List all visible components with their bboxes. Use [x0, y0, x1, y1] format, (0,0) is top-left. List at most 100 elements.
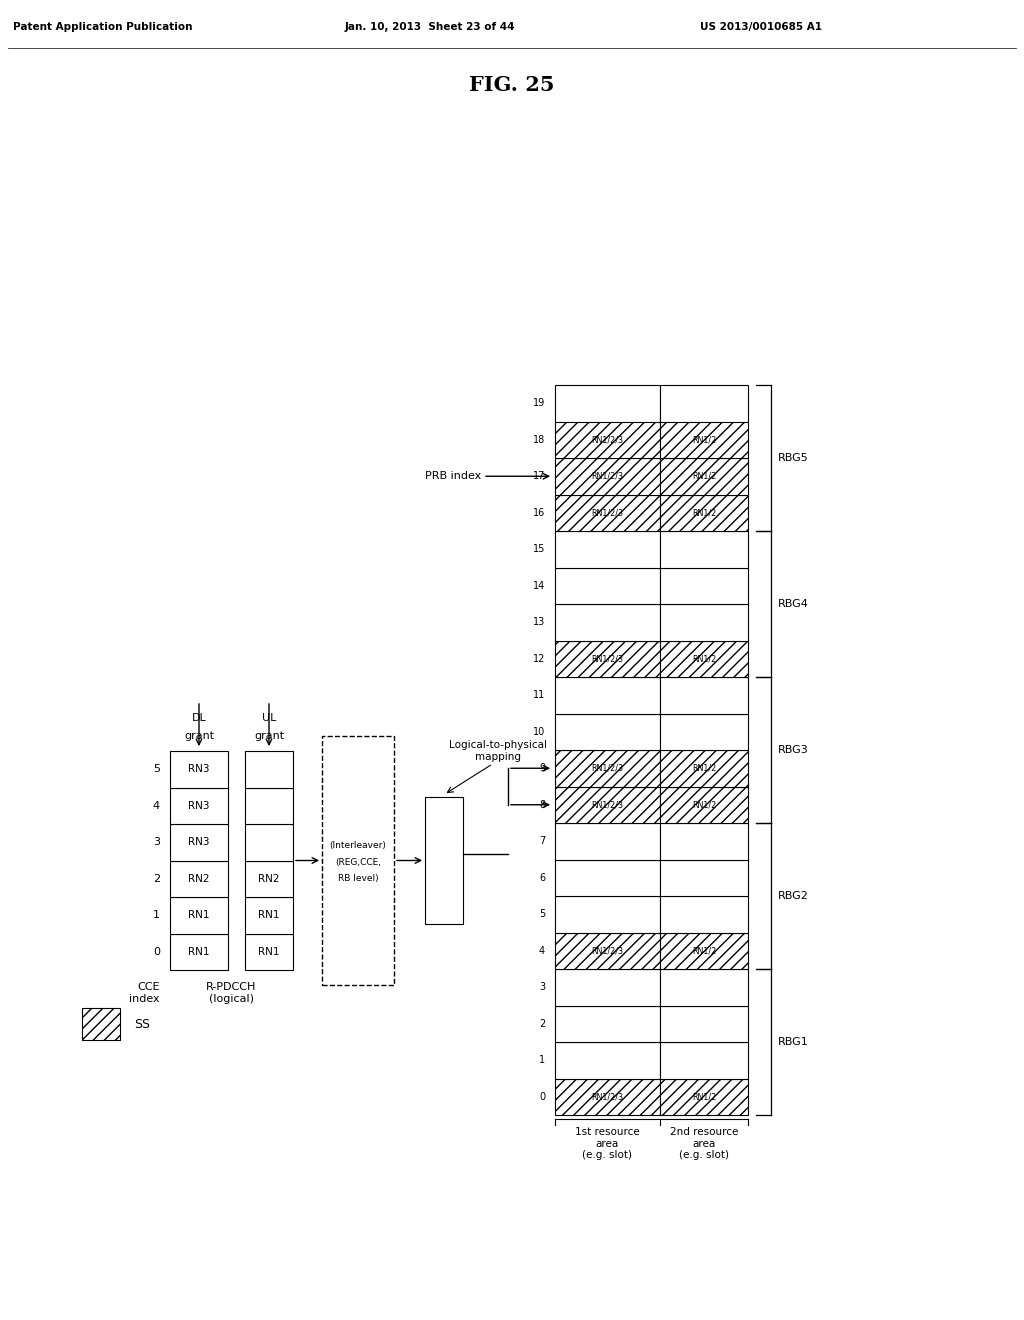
Text: 18: 18: [532, 434, 545, 445]
Text: RN3: RN3: [188, 837, 210, 847]
Text: FIG. 25: FIG. 25: [469, 75, 555, 95]
Bar: [245, 751, 293, 788]
Text: Patent Application Publication: Patent Application Publication: [13, 22, 193, 32]
Text: RBG5: RBG5: [778, 453, 809, 463]
Bar: [555, 605, 660, 640]
Text: 13: 13: [532, 618, 545, 627]
Text: Logical-to-physical
mapping: Logical-to-physical mapping: [449, 741, 547, 762]
Bar: [660, 1041, 748, 1078]
Bar: [555, 385, 660, 421]
Bar: [425, 797, 463, 924]
Bar: [555, 750, 660, 787]
Text: RB level): RB level): [338, 874, 378, 883]
Bar: [660, 1006, 748, 1041]
Text: 0: 0: [539, 1092, 545, 1102]
Text: RN1/2/3: RN1/2/3: [592, 436, 624, 445]
Text: Jan. 10, 2013  Sheet 23 of 44: Jan. 10, 2013 Sheet 23 of 44: [345, 22, 515, 32]
Text: RBG3: RBG3: [778, 744, 809, 755]
Text: 16: 16: [532, 508, 545, 517]
Text: RN1/2/3: RN1/2/3: [592, 471, 624, 480]
Bar: [555, 531, 660, 568]
Text: SS: SS: [134, 1018, 150, 1031]
Text: 4: 4: [153, 801, 160, 810]
Bar: [170, 898, 228, 933]
Text: 5: 5: [153, 764, 160, 775]
Text: grant: grant: [184, 731, 214, 741]
Text: 3: 3: [539, 982, 545, 993]
Bar: [322, 737, 394, 985]
Text: 2: 2: [153, 874, 160, 884]
Bar: [170, 861, 228, 898]
Bar: [245, 788, 293, 824]
Bar: [660, 896, 748, 932]
Bar: [555, 969, 660, 1006]
Text: RN3: RN3: [188, 801, 210, 810]
Bar: [660, 714, 748, 750]
Bar: [555, 677, 660, 714]
Bar: [170, 788, 228, 824]
Bar: [660, 969, 748, 1006]
Text: UL: UL: [262, 713, 276, 723]
Text: (Interleaver): (Interleaver): [330, 841, 386, 850]
Text: RN1/2/3: RN1/2/3: [592, 655, 624, 663]
Text: 5: 5: [539, 909, 545, 919]
Bar: [660, 787, 748, 822]
Bar: [555, 458, 660, 495]
Text: RN1: RN1: [258, 911, 280, 920]
Bar: [555, 495, 660, 531]
Text: 9: 9: [539, 763, 545, 774]
Text: DL: DL: [191, 713, 207, 723]
Text: 14: 14: [532, 581, 545, 591]
Bar: [170, 751, 228, 788]
Bar: [555, 932, 660, 969]
Text: grant: grant: [254, 731, 284, 741]
Text: 7: 7: [539, 837, 545, 846]
Bar: [82, 1008, 120, 1040]
Text: 1: 1: [153, 911, 160, 920]
Text: 6: 6: [539, 873, 545, 883]
Bar: [660, 385, 748, 421]
Bar: [555, 787, 660, 822]
Text: RN2: RN2: [188, 874, 210, 884]
Bar: [660, 677, 748, 714]
Bar: [555, 859, 660, 896]
Text: 15: 15: [532, 544, 545, 554]
Text: 2nd resource
area
(e.g. slot): 2nd resource area (e.g. slot): [670, 1127, 738, 1160]
Text: (REG,CCE,: (REG,CCE,: [335, 858, 381, 867]
Text: R-PDCCH
(logical): R-PDCCH (logical): [206, 982, 257, 1003]
Bar: [170, 824, 228, 861]
Text: 12: 12: [532, 653, 545, 664]
Text: 10: 10: [532, 727, 545, 737]
Text: RBG4: RBG4: [778, 599, 809, 609]
Text: 0: 0: [153, 946, 160, 957]
Bar: [660, 822, 748, 859]
Bar: [660, 495, 748, 531]
Bar: [245, 898, 293, 933]
Text: 1: 1: [539, 1055, 545, 1065]
Text: 8: 8: [539, 800, 545, 809]
Text: RN1/2: RN1/2: [692, 800, 716, 809]
Bar: [555, 822, 660, 859]
Text: 11: 11: [532, 690, 545, 700]
Bar: [555, 1078, 660, 1115]
Bar: [660, 458, 748, 495]
Text: 17: 17: [532, 471, 545, 482]
Text: RN1/2: RN1/2: [692, 946, 716, 956]
Text: 2: 2: [539, 1019, 545, 1028]
Text: RN1/2: RN1/2: [692, 471, 716, 480]
Bar: [245, 824, 293, 861]
Bar: [555, 714, 660, 750]
Text: CCE
index: CCE index: [129, 982, 160, 1003]
Text: RN1: RN1: [188, 911, 210, 920]
Bar: [170, 933, 228, 970]
Text: RN1/2: RN1/2: [692, 764, 716, 772]
Bar: [660, 750, 748, 787]
Bar: [660, 859, 748, 896]
Bar: [245, 933, 293, 970]
Bar: [660, 531, 748, 568]
Text: RN1/2: RN1/2: [692, 1092, 716, 1101]
Text: RN1/2: RN1/2: [692, 508, 716, 517]
Bar: [555, 1041, 660, 1078]
Text: RN1/2/3: RN1/2/3: [592, 946, 624, 956]
Text: RBG1: RBG1: [778, 1038, 809, 1047]
